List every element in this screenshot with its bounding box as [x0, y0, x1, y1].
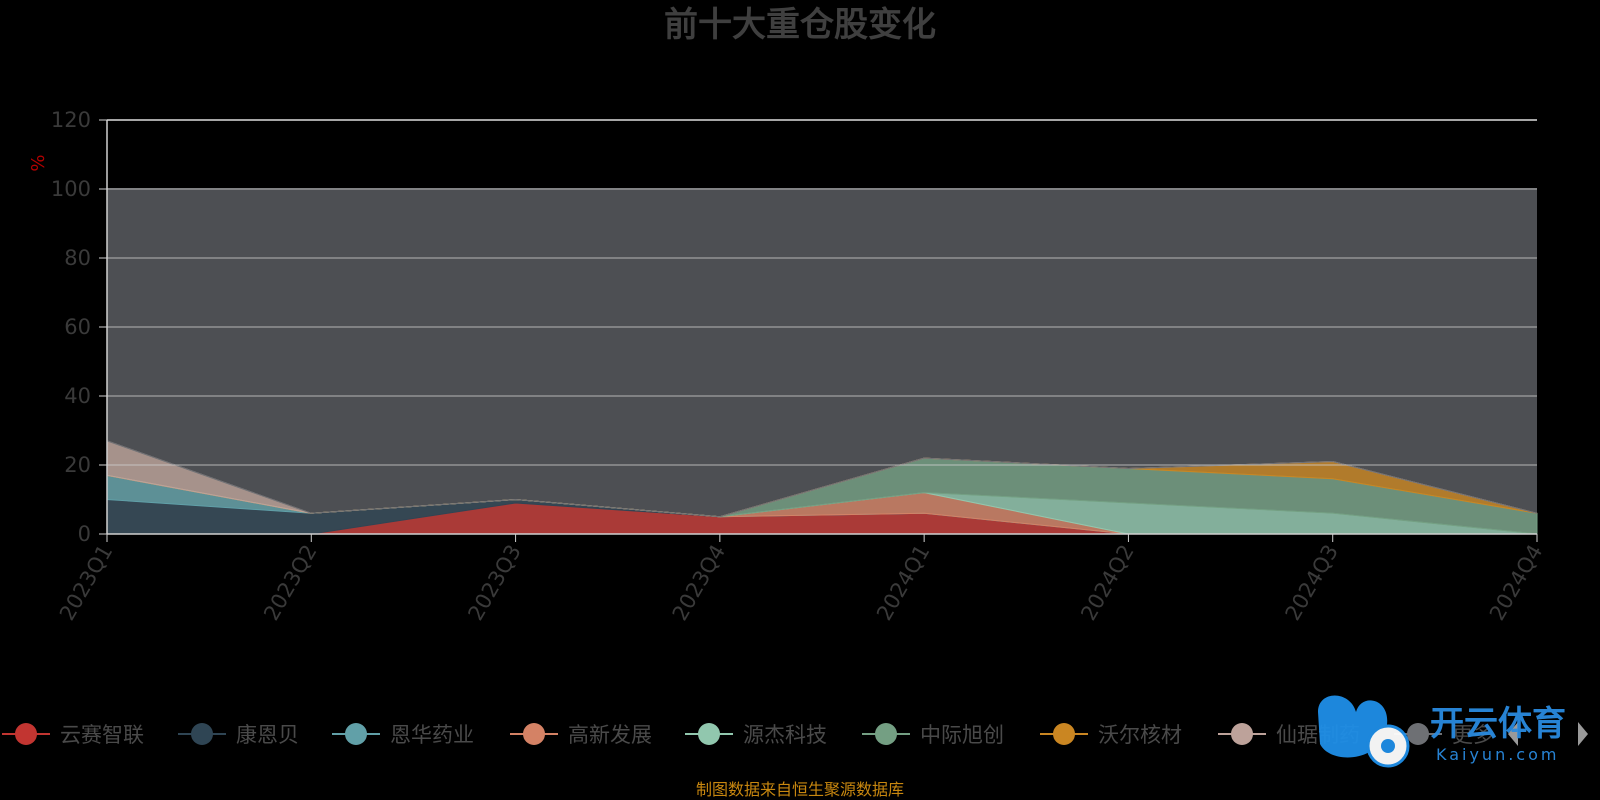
x-tick-label: 2024Q1 [872, 541, 934, 625]
legend-label: 沃尔核材 [1098, 723, 1182, 747]
x-tick-label: 2024Q4 [1485, 541, 1547, 625]
legend-marker [191, 723, 213, 745]
legend-marker [1407, 723, 1429, 745]
legend-label: 源杰科技 [743, 723, 827, 747]
legend-next-icon[interactable] [1578, 722, 1588, 746]
legend-marker [523, 723, 545, 745]
x-tick-label: 2023Q4 [668, 541, 730, 625]
y-tick-label: 20 [64, 453, 91, 477]
watermark-logo: 开云体育 Kaiyun.com [1318, 695, 1566, 768]
y-axis-label: % [28, 154, 49, 171]
y-tick-label: 120 [51, 108, 91, 132]
y-tick-label: 100 [51, 177, 91, 201]
legend-item[interactable]: 中际旭创 [862, 723, 1004, 747]
legend-label: 中际旭创 [920, 723, 1004, 747]
y-ticks: 0 20 40 60 80 100 120 [51, 108, 107, 546]
legend-label: 更多 [1452, 723, 1494, 747]
watermark-subtext: Kaiyun.com [1436, 745, 1559, 764]
x-tick-label: 2023Q1 [55, 541, 117, 625]
legend-label: 高新发展 [568, 723, 652, 747]
legend-marker [15, 723, 37, 745]
legend-label: 云赛智联 [60, 723, 144, 747]
legend: 云赛智联 康恩贝 恩华药业 高新发展 源杰科技 中际旭创 沃尔核材 仙琚制药 更多 [2, 723, 1494, 747]
chart-title: 前十大重仓股变化 [664, 5, 936, 45]
x-tick-label: 2023Q2 [259, 541, 321, 625]
x-tick-label: 2023Q3 [463, 541, 525, 625]
series-area-8 [106, 440, 1538, 518]
y-tick-label: 40 [64, 384, 91, 408]
legend-item[interactable]: 源杰科技 [685, 723, 827, 747]
legend-item[interactable]: 恩华药业 [332, 723, 474, 747]
legend-item[interactable]: 高新发展 [510, 723, 652, 747]
legend-prev-icon[interactable] [1508, 722, 1518, 746]
x-ticks: 2023Q1 2023Q2 2023Q3 2023Q4 2024Q1 2024Q2 2024… [55, 534, 1547, 625]
y-tick-label: 0 [78, 522, 91, 546]
source-note: 制图数据来自恒生聚源数据库 [696, 780, 904, 799]
watermark-text: 开云体育 [1430, 704, 1566, 744]
y-tick-label: 80 [64, 246, 91, 270]
legend-marker [1053, 723, 1075, 745]
legend-item[interactable]: 更多 [1394, 723, 1494, 747]
legend-label: 恩华药业 [390, 723, 474, 747]
legend-marker [875, 723, 897, 745]
legend-marker [698, 723, 720, 745]
legend-item[interactable]: 康恩贝 [178, 723, 299, 747]
legend-item[interactable]: 云赛智联 [2, 723, 144, 747]
legend-marker [345, 723, 367, 745]
x-tick-label: 2024Q2 [1076, 541, 1138, 625]
legend-item[interactable]: 沃尔核材 [1040, 723, 1182, 747]
x-tick-label: 2024Q3 [1281, 541, 1343, 625]
legend-marker [1231, 723, 1253, 745]
legend-label: 康恩贝 [236, 723, 299, 747]
y-tick-label: 60 [64, 315, 91, 339]
